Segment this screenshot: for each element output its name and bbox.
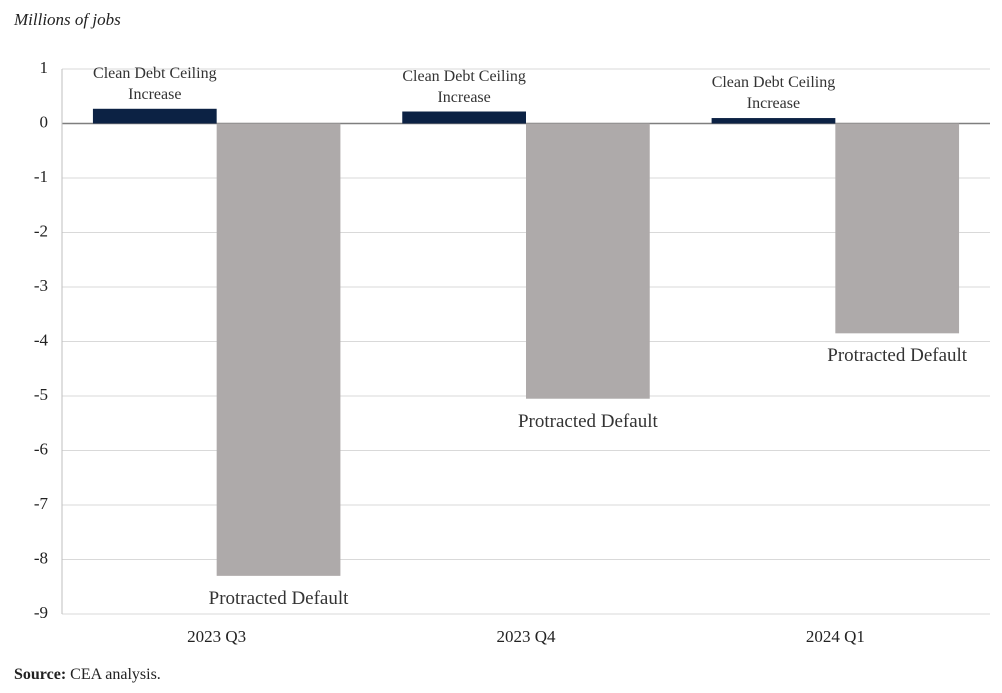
y-tick-label: -5 — [34, 385, 48, 404]
bar-annotation: Protracted Default — [827, 345, 968, 367]
bar-annotation: Clean Debt Ceiling Increase — [711, 74, 836, 113]
bar — [835, 123, 960, 334]
y-tick-label: -6 — [34, 439, 48, 458]
y-tick-label: -3 — [34, 276, 48, 295]
source-note: Source: CEA analysis. — [14, 666, 161, 684]
bar-annotation: Protracted Default — [517, 410, 658, 432]
y-tick-label: -1 — [34, 167, 48, 186]
y-tick-label: -8 — [34, 548, 48, 567]
y-tick-label: -9 — [34, 603, 48, 622]
bar — [711, 118, 836, 124]
bar — [216, 123, 341, 576]
y-tick-label: -4 — [34, 330, 49, 349]
bar-annotation: Protracted Default — [208, 587, 349, 609]
x-tick-label: 2023 Q3 — [187, 627, 246, 646]
y-tick-label: -2 — [34, 221, 48, 240]
x-tick-label: 2024 Q1 — [806, 627, 865, 646]
x-tick-label: 2023 Q4 — [496, 627, 556, 646]
bar — [92, 108, 217, 124]
y-tick-label: 1 — [40, 58, 49, 77]
bar-annotation: Clean Debt Ceiling Increase — [93, 64, 217, 103]
bar-annotation: Clean Debt Ceiling Increase — [402, 67, 526, 106]
y-tick-label: 0 — [40, 112, 49, 131]
source-label: Source: — [14, 666, 67, 683]
bar — [402, 111, 526, 124]
y-axis-title: Millions of jobs — [14, 10, 121, 29]
bar — [526, 123, 650, 399]
source-text: CEA analysis. — [70, 666, 161, 683]
y-tick-label: -7 — [34, 494, 49, 513]
